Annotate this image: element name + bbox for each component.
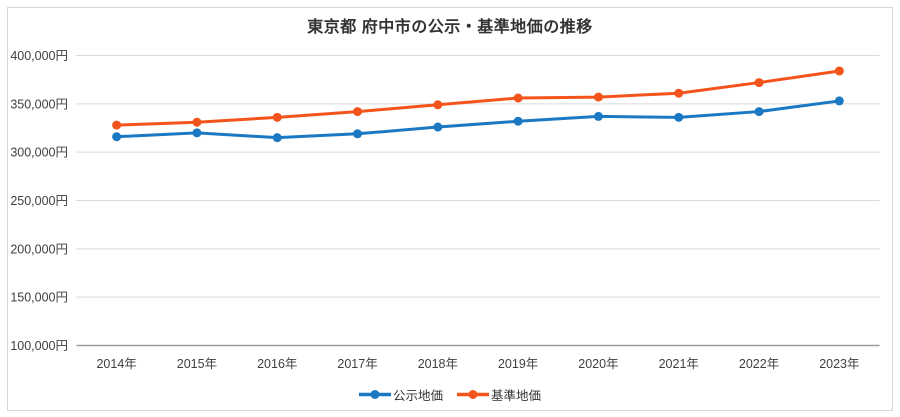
y-tick-label: 100,000円 <box>10 339 68 353</box>
x-tick-label: 2017年 <box>337 357 377 371</box>
data-point <box>513 116 523 126</box>
x-tick-label: 2023年 <box>819 357 859 371</box>
legend-marker-line-dot-icon <box>358 390 391 399</box>
data-point <box>112 120 122 130</box>
data-point <box>674 88 684 98</box>
y-tick-label: 400,000円 <box>10 49 68 63</box>
legend-item-kijun-chika: 基準地価 <box>457 385 541 404</box>
data-point <box>754 107 764 117</box>
legend-marker-line-dot-icon <box>457 390 489 399</box>
series-line <box>116 69 840 127</box>
data-point <box>593 111 603 121</box>
data-point <box>834 96 844 106</box>
data-point <box>112 132 122 142</box>
x-tick-label: 2019年 <box>498 357 538 371</box>
data-point <box>192 117 202 127</box>
data-point <box>674 112 684 122</box>
y-tick-label: 150,000円 <box>10 291 68 305</box>
y-tick-label: 250,000円 <box>10 194 68 208</box>
x-tick-label: 2016年 <box>257 357 297 371</box>
data-point <box>513 93 523 103</box>
data-point <box>272 133 282 143</box>
data-point <box>192 128 202 138</box>
legend-label-kouji-chika: 公示地価 <box>392 389 443 403</box>
x-tick-label: 2018年 <box>418 357 458 371</box>
y-axis-labels: 400,000円 350,000円 300,000円 250,000円 200,000円… <box>10 49 68 353</box>
y-tick-label: 350,000円 <box>10 97 68 111</box>
chart-title: 東京都 府中市の公示・基準地価の推移 <box>307 19 593 36</box>
x-tick-label: 2021年 <box>659 357 699 371</box>
legend-marker-dot <box>468 390 478 399</box>
x-tick-label: 2014年 <box>96 357 136 371</box>
data-point <box>353 107 363 117</box>
y-tick-label: 200,000円 <box>10 242 68 256</box>
series-line <box>116 99 840 140</box>
legend: 公示地価 基準地価 <box>0 385 900 404</box>
data-point <box>754 78 764 88</box>
data-point <box>593 92 603 102</box>
data-point <box>834 66 844 76</box>
data-point <box>353 129 363 139</box>
legend-label-kijun-chika: 基準地価 <box>491 389 542 403</box>
x-tick-label: 2020年 <box>578 357 618 371</box>
series-公示地価 <box>112 96 844 143</box>
series-基準地価 <box>112 66 844 130</box>
data-point <box>433 122 443 132</box>
y-tick-label: 300,000円 <box>10 146 68 160</box>
chart-frame <box>7 7 893 411</box>
legend-marker-dot <box>370 390 380 399</box>
x-axis-labels: 2014年 2015年 2016年 2017年 2018年 2019年 2020年 2021年… <box>96 357 859 371</box>
data-point <box>272 112 282 122</box>
x-tick-label: 2022年 <box>739 357 779 371</box>
legend-item-kouji-chika: 公示地価 <box>358 385 443 404</box>
x-tick-label: 2015年 <box>177 357 217 371</box>
data-point <box>433 100 443 110</box>
gridlines <box>76 55 880 347</box>
